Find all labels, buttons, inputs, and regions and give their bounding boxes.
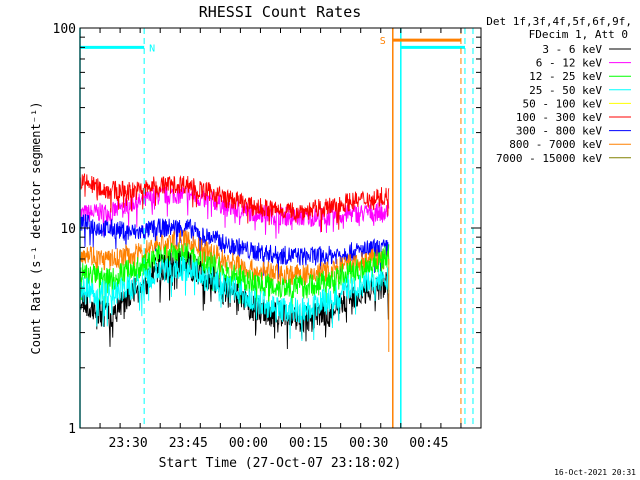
saa-label: S bbox=[380, 36, 386, 47]
legend-label: 7000 - 15000 keV bbox=[496, 152, 602, 165]
legend-label: 6 - 12 keV bbox=[536, 57, 603, 70]
legend-label: 12 - 25 keV bbox=[529, 70, 602, 83]
legend-label: 300 - 800 keV bbox=[516, 125, 602, 138]
y-axis-label: Count Rate (s⁻¹ detector segment⁻¹) bbox=[29, 102, 43, 355]
legend-header-line-2: FDecim 1, Att 0 bbox=[529, 28, 628, 41]
x-tick-label: 00:30 bbox=[349, 436, 388, 451]
legend-label: 100 - 300 keV bbox=[516, 111, 602, 124]
y-tick-label: 100 bbox=[53, 22, 76, 37]
x-tick-label: 00:00 bbox=[229, 436, 268, 451]
legend-header-line-1: Det 1f,3f,4f,5f,6f,9f, bbox=[486, 15, 632, 28]
x-tick-label: 23:45 bbox=[169, 436, 208, 451]
legend-label: 50 - 100 keV bbox=[523, 97, 603, 110]
interval-saa-3: S bbox=[380, 28, 462, 428]
night-label: N bbox=[149, 43, 155, 54]
series-line-25-50-keV bbox=[79, 255, 390, 341]
legend-label: 25 - 50 keV bbox=[529, 84, 602, 97]
series-line-100-300-keV bbox=[79, 173, 390, 232]
legend: Det 1f,3f,4f,5f,6f,9f, FDecim 1, Att 0 3… bbox=[486, 15, 632, 165]
y-tick-label: 10 bbox=[60, 222, 76, 237]
footer-timestamp: 16-Oct-2021 20:31 bbox=[554, 468, 636, 477]
x-tick-label: 00:45 bbox=[409, 436, 448, 451]
chart-title: RHESSI Count Rates bbox=[199, 3, 362, 21]
series-layer bbox=[79, 173, 390, 352]
series-line-12-25-keV bbox=[79, 242, 390, 317]
x-tick-label: 00:15 bbox=[289, 436, 328, 451]
legend-label: 3 - 6 keV bbox=[542, 43, 602, 56]
series-line-300-800-keV bbox=[79, 214, 390, 279]
y-tick-label: 1 bbox=[68, 422, 76, 437]
x-tick-label: 23:30 bbox=[109, 436, 148, 451]
x-axis-label: Start Time (27-Oct-07 23:18:02) bbox=[159, 456, 402, 471]
axis-layer: 1 10 100 23:30 23:45 00:00 00:15 00:30 00:45 bbox=[53, 22, 481, 451]
legend-label: 800 - 7000 keV bbox=[509, 138, 602, 151]
